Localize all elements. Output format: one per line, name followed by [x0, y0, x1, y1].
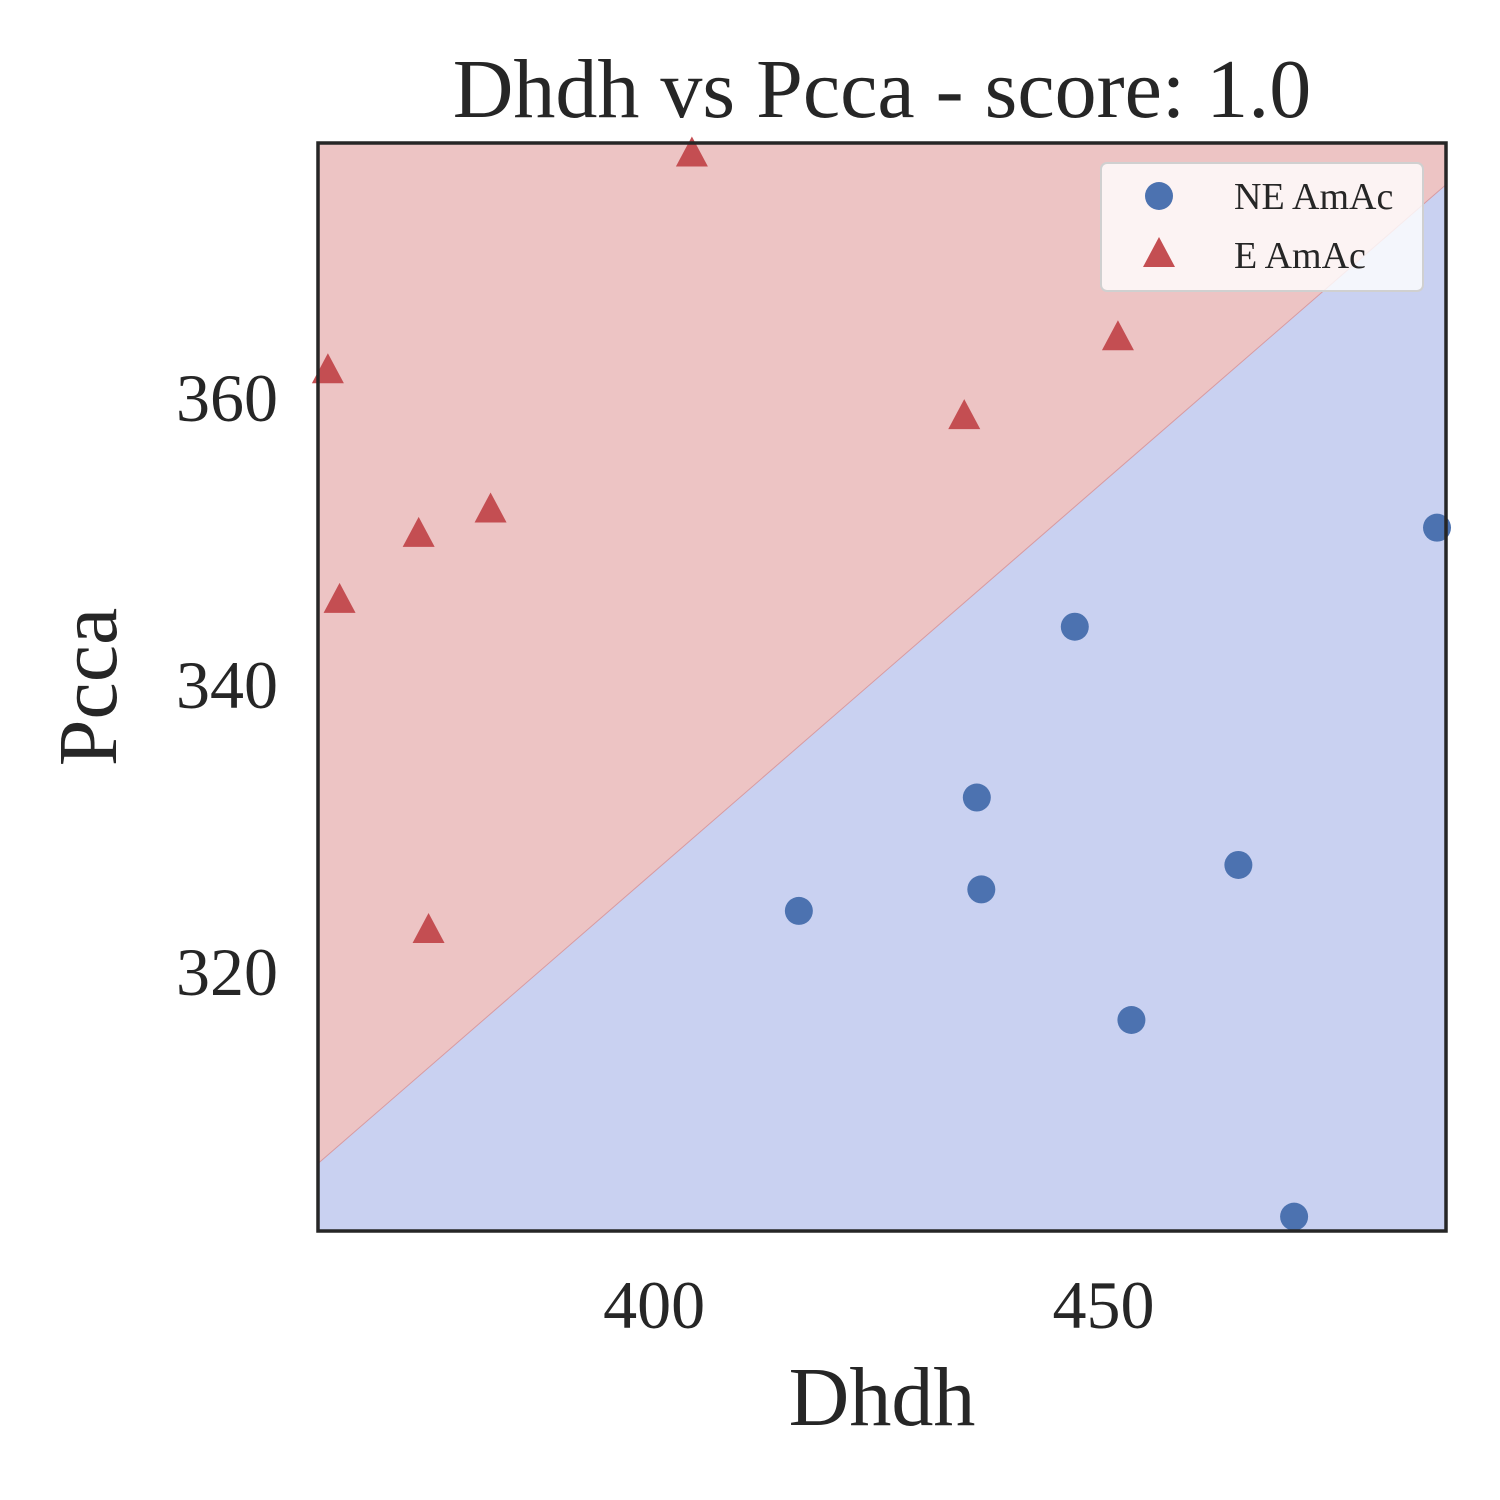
series-e-amac: [311, 136, 1134, 944]
legend-box: [1100, 162, 1424, 292]
e-amac-point-3: [412, 913, 445, 944]
ne-amac-point-3: [1060, 612, 1089, 641]
e-amac-point-7: [1101, 320, 1134, 351]
ne-amac-point-7: [1423, 513, 1452, 542]
plot-inner: [318, 143, 1446, 1231]
legend-label: E AmAc: [1234, 235, 1366, 277]
series-ne-amac: [784, 513, 1452, 1231]
e-amac-point-1: [323, 582, 356, 613]
e-amac-point-6: [948, 399, 981, 430]
legend-label: NE AmAc: [1234, 176, 1393, 218]
e-amac-point-5: [675, 136, 708, 167]
e-amac-point-0: [311, 353, 344, 384]
ne-amac-point-1: [962, 783, 991, 812]
region-ne-amac: [318, 184, 1446, 1231]
e-amac-point-2: [402, 516, 435, 547]
data-points: [311, 136, 1452, 1231]
y-axis-label: Pcca: [42, 608, 135, 767]
plot-frame: [316, 141, 1448, 1233]
x-tick-label: 400: [603, 1267, 705, 1343]
x-axis-label: Dhdh: [789, 1351, 976, 1444]
y-tick-label: 360: [176, 360, 278, 436]
decision-boundary-line: [318, 184, 1446, 1164]
ne-amac-point-5: [1224, 850, 1253, 879]
e-amac-point-4: [474, 492, 507, 523]
legend-circle-marker: [1145, 182, 1173, 210]
y-tick-label: 320: [176, 934, 278, 1010]
x-axis-ticks: 400 450: [603, 1267, 1154, 1343]
ne-amac-point-6: [1280, 1202, 1309, 1231]
y-tick-label: 340: [176, 647, 278, 723]
legend: NE AmAc E AmAc: [1100, 162, 1424, 292]
y-axis-ticks: 320 340 360: [176, 360, 278, 1010]
legend-triangle-marker: [1143, 237, 1175, 267]
chart-title: Dhdh vs Pcca - score: 1.0: [453, 43, 1311, 136]
ne-amac-point-2: [967, 875, 996, 904]
x-tick-label: 450: [1053, 1267, 1155, 1343]
region-e-amac: [318, 143, 1446, 1164]
plot-area: [311, 136, 1452, 1233]
ne-amac-point-4: [1117, 1006, 1146, 1035]
ne-amac-point-0: [784, 896, 813, 925]
